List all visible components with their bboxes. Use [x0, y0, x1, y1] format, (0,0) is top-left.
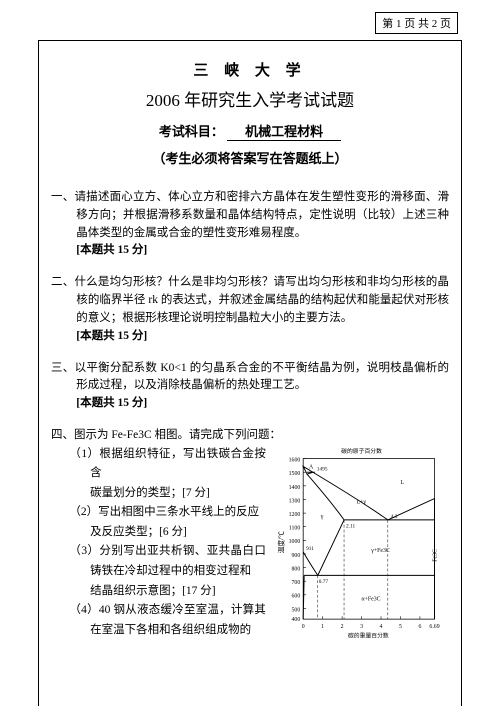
q4-text-column: （1）根据组织特征，写出铁碳合金按含 碳量划分的类型；[7 分] （2）写出相图… [51, 445, 266, 640]
svg-text:4: 4 [379, 624, 382, 630]
x-axis-label: 碳的重量百分数 [348, 631, 389, 639]
exam-title: 2006 年研究生入学考试试题 [51, 86, 449, 111]
svg-text:1100: 1100 [289, 525, 301, 531]
q4-intro: 图示为 Fe-Fe3C 相图。请完成下列问题： [74, 429, 281, 441]
svg-text:0: 0 [302, 624, 305, 630]
svg-text:1500: 1500 [289, 471, 301, 477]
svg-text:3: 3 [360, 624, 363, 630]
subject-row: 考试科目： 机械工程材料 [51, 121, 449, 140]
question-1: 一、请描述面心立方、体心立方和密排六方晶体在发生塑性变形的滑移面、滑移方向；并根… [51, 189, 449, 260]
svg-text:0.77: 0.77 [319, 579, 329, 585]
q3-points: [本题共 15 分] [51, 395, 449, 413]
svg-text:1495: 1495 [317, 466, 328, 472]
svg-text:911: 911 [306, 546, 314, 552]
svg-text:γ: γ [320, 514, 324, 520]
svg-text:α+Fe3C: α+Fe3C [361, 596, 380, 602]
svg-text:6: 6 [418, 624, 421, 630]
page-frame: 三 峡 大 学 2006 年研究生入学考试试题 考试科目： 机械工程材料 （考生… [38, 40, 462, 706]
svg-text:800: 800 [291, 566, 300, 572]
subject-label: 考试科目： [159, 124, 224, 139]
question-3: 三、以平衡分配系数 K0<1 的匀晶系合金的不平衡结晶为例，说明枝晶偏析的形成过… [51, 360, 449, 413]
university-name: 三 峡 大 学 [51, 59, 449, 80]
svg-text:1400: 1400 [289, 485, 301, 491]
svg-text:700: 700 [291, 580, 300, 586]
svg-text:600: 600 [291, 593, 300, 599]
chart-top-title: 碳的原子百分数 [341, 447, 382, 455]
svg-text:1000: 1000 [289, 539, 301, 545]
q4-s3: （3）分别写出亚共析钢、亚共晶白口铸铁在冷却过程中的相变过程和 [51, 542, 266, 581]
q2-num: 二、 [51, 276, 74, 288]
svg-text:400: 400 [291, 617, 300, 623]
svg-text:1200: 1200 [289, 512, 301, 518]
q4-num: 四、 [51, 429, 74, 441]
question-4: 四、图示为 Fe-Fe3C 相图。请完成下列问题： （1）根据组织特征，写出铁碳… [51, 427, 449, 640]
q4-s2: （2）写出相图中三条水平线上的反应 [51, 503, 266, 523]
svg-text:1600: 1600 [289, 457, 301, 463]
svg-text:6.69: 6.69 [429, 624, 439, 630]
svg-text:γ+Fe3C: γ+Fe3C [370, 548, 390, 554]
question-2: 二、什么是均匀形核？什么是非均匀形核？请写出均匀形核和非均匀形核的晶核的临界半径… [51, 274, 449, 345]
q1-text: 请描述面心立方、体心立方和密排六方晶体在发生塑性变形的滑移面、滑移方向；并根据滑… [74, 191, 449, 239]
page-number: 第 1 页 共 2 页 [375, 12, 458, 34]
q3-num: 三、 [51, 362, 75, 374]
svg-text:L: L [400, 480, 404, 486]
y-axis-label: 温度/℃ [277, 531, 286, 553]
svg-text:Fe3C: Fe3C [432, 549, 438, 562]
q4-s1: （1）根据组织特征，写出铁碳合金按含 [51, 445, 266, 484]
svg-text:4.3: 4.3 [391, 514, 398, 520]
svg-text:500: 500 [291, 607, 300, 613]
header: 三 峡 大 学 2006 年研究生入学考试试题 考试科目： 机械工程材料 （考生… [51, 59, 449, 167]
subject-value: 机械工程材料 [227, 124, 341, 141]
q4-s2b: 及反应类型；[6 分] [51, 523, 266, 543]
notice: （考生必须将答案写在答题纸上） [51, 148, 449, 167]
svg-text:2: 2 [341, 624, 344, 630]
svg-text:900: 900 [291, 553, 300, 559]
svg-text:L+γ: L+γ [357, 499, 367, 505]
q3-text: 以平衡分配系数 K0<1 的匀晶系合金的不平衡结晶为例，说明枝晶偏析的形成过程，… [75, 362, 449, 392]
q4-s3b: 结晶组织示意图；[17 分] [51, 582, 266, 602]
q4-s1b: 碳量划分的类型；[7 分] [51, 484, 266, 504]
phase-diagram-svg: 碳的原子百分数 1600 1500 1400 1300 1200 1100 10… [274, 445, 449, 640]
svg-text:5: 5 [399, 624, 402, 630]
svg-text:1300: 1300 [289, 498, 301, 504]
q2-points: [本题共 15 分] [51, 328, 449, 346]
svg-text:2.11: 2.11 [346, 523, 355, 529]
q1-points: [本题共 15 分] [51, 242, 449, 260]
svg-text:1: 1 [321, 624, 324, 630]
phase-diagram: 碳的原子百分数 1600 1500 1400 1300 1200 1100 10… [274, 445, 449, 640]
q2-text: 什么是均匀形核？什么是非均匀形核？请写出均匀形核和非均匀形核的晶核的临界半径 r… [74, 276, 449, 324]
q1-num: 一、 [51, 191, 74, 203]
q4-s4: （4）40 钢从液态缓冷至室温，计算其在室温下各相和各组织组成物的 [51, 601, 266, 640]
